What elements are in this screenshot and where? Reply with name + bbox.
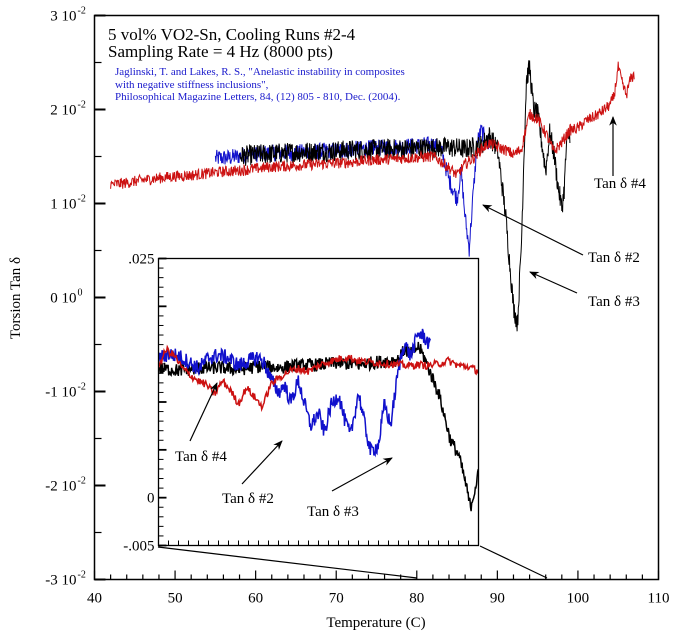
series-line-4 xyxy=(159,344,478,413)
svg-text:Tan δ #2: Tan δ #2 xyxy=(588,250,640,266)
x-tick-label: 70 xyxy=(329,591,344,607)
y-tick-exponent: -2 xyxy=(78,570,86,581)
inset-y-tick-label: -.005 xyxy=(123,539,154,555)
y-tick-exponent: -2 xyxy=(78,194,86,205)
series-line-4 xyxy=(110,61,635,189)
annotation-inset-tan4: Tan δ #4 xyxy=(175,382,227,465)
svg-text:Tan δ #2: Tan δ #2 xyxy=(222,491,274,507)
annotation-main-tan3: Tan δ #3 xyxy=(529,271,640,310)
x-tick-label: 110 xyxy=(648,591,670,607)
annotation-inset-tan3: Tan δ #3 xyxy=(307,457,393,520)
series-line-2 xyxy=(159,328,432,458)
main-series xyxy=(110,60,635,332)
x-tick-label: 90 xyxy=(490,591,505,607)
y-tick-label: 3 10 xyxy=(50,9,76,25)
title-line-1: 5 vol% VO2-Sn, Cooling Runs #2-4 xyxy=(108,25,356,44)
inset-y-tick-label: .025 xyxy=(128,252,154,268)
svg-text:Tan δ #3: Tan δ #3 xyxy=(588,294,640,310)
x-tick-label: 100 xyxy=(567,591,590,607)
series-line-3 xyxy=(239,60,571,332)
x-tick-label: 40 xyxy=(87,591,102,607)
x-axis-label: Temperature (C) xyxy=(326,615,425,631)
y-tick-exponent: 0 xyxy=(78,288,83,299)
x-tick-label: 60 xyxy=(248,591,263,607)
citation-line-3: Philosophical Magazine Letters, 84, (12)… xyxy=(115,91,401,103)
svg-text:Tan δ #3: Tan δ #3 xyxy=(307,504,359,520)
annotation-inset-tan2: Tan δ #2 xyxy=(222,440,283,507)
annotation-main-tan2: Tan δ #2 xyxy=(482,204,640,266)
y-tick-label: -1 10 xyxy=(45,385,76,401)
citation-line-1: Jaglinski, T. and Lakes, R. S., "Anelast… xyxy=(115,66,405,78)
inset-frame xyxy=(157,257,480,547)
inset-series xyxy=(159,328,478,512)
y-tick-exponent: -2 xyxy=(78,100,86,111)
y-axis-label: Torsion Tan δ xyxy=(8,257,24,339)
inset-zoom-line-left xyxy=(157,546,418,579)
inset-zoom-line-right xyxy=(479,545,548,579)
x-tick-label: 80 xyxy=(409,591,424,607)
svg-text:Tan δ #4: Tan δ #4 xyxy=(594,176,646,192)
title-line-2: Sampling Rate = 4 Hz (8000 pts) xyxy=(108,42,333,61)
inset-y-tick-label: 0 xyxy=(147,491,155,507)
series-line-3 xyxy=(159,341,478,512)
svg-text:Tan δ #4: Tan δ #4 xyxy=(175,449,227,465)
y-tick-exponent: -2 xyxy=(78,476,86,487)
inset-background xyxy=(158,258,479,546)
y-tick-label: -2 10 xyxy=(45,479,76,495)
y-tick-exponent: -2 xyxy=(78,6,86,17)
y-tick-label: -3 10 xyxy=(45,573,76,589)
y-tick-exponent: -2 xyxy=(78,382,86,393)
y-tick-label: 1 10 xyxy=(50,197,76,213)
annotation-main-tan4: Tan δ #4 xyxy=(594,116,646,192)
x-tick-label: 50 xyxy=(168,591,183,607)
y-tick-label: 0 10 xyxy=(50,291,76,307)
citation-line-2: with negative stiffness inclusions", xyxy=(115,79,269,91)
y-tick-label: 2 10 xyxy=(50,103,76,119)
